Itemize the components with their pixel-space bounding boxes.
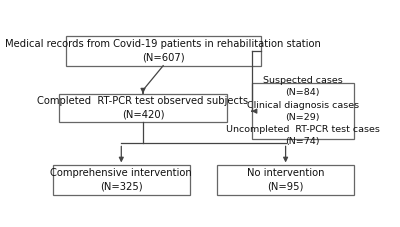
Text: Completed  RT-PCR test observed subjects
(N=420): Completed RT-PCR test observed subjects … [38,96,248,119]
FancyBboxPatch shape [218,165,354,195]
Text: Suspected cases
(N=84)
Clinical diagnosis cases
(N=29)
Uncompleted  RT-PCR test : Suspected cases (N=84) Clinical diagnosi… [226,76,380,146]
Text: Medical records from Covid-19 patients in rehabilitation station
(N=607): Medical records from Covid-19 patients i… [5,39,321,63]
Text: Comprehensive intervention
(N=325): Comprehensive intervention (N=325) [50,168,192,192]
FancyBboxPatch shape [59,94,227,122]
FancyBboxPatch shape [66,36,261,66]
FancyBboxPatch shape [252,83,354,139]
FancyBboxPatch shape [53,165,190,195]
Text: No intervention
(N=95): No intervention (N=95) [247,168,324,192]
